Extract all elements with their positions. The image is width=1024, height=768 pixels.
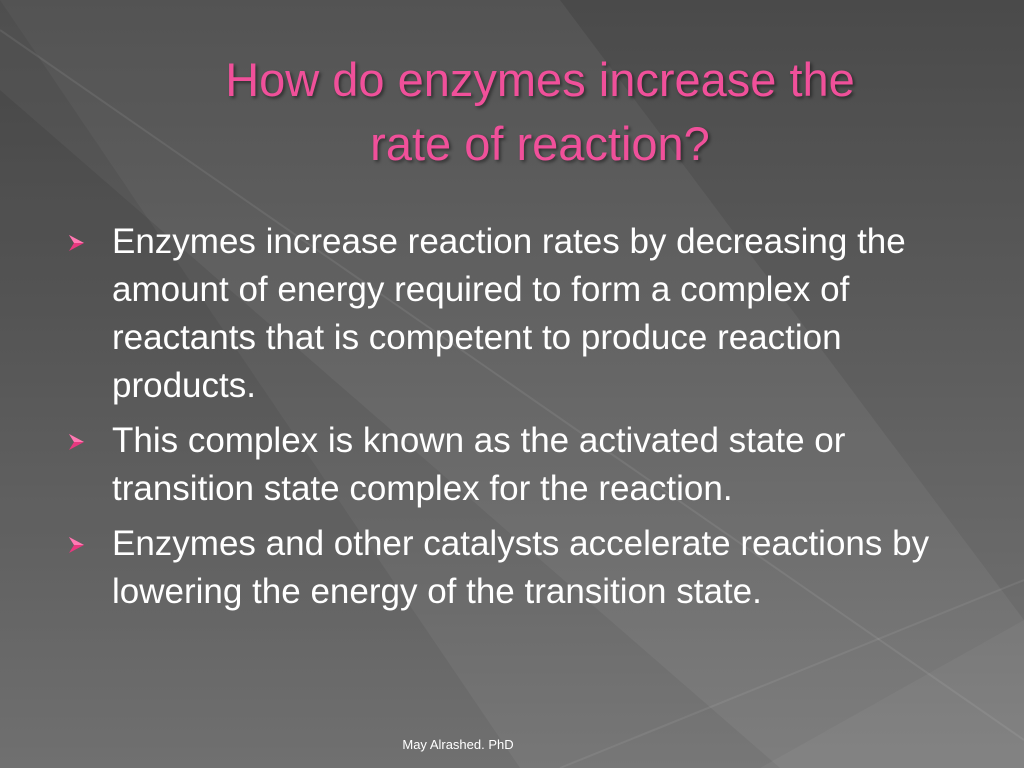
- arrow-bullet-icon: [69, 537, 84, 553]
- arrow-bullet-icon: [69, 434, 84, 450]
- footer-author: May Alrashed. PhD: [402, 737, 514, 752]
- title-line-2: rate of reaction?: [370, 117, 710, 170]
- bullet-text: This complex is known as the activated s…: [112, 421, 846, 508]
- bullet-text: Enzymes increase reaction rates by decre…: [112, 222, 906, 405]
- bullet-item: Enzymes increase reaction rates by decre…: [66, 218, 966, 410]
- bullet-text: Enzymes and other catalysts accelerate r…: [112, 524, 930, 611]
- bullet-item: Enzymes and other catalysts accelerate r…: [66, 520, 966, 616]
- bullet-list: Enzymes increase reaction rates by decre…: [66, 218, 966, 623]
- slide-title: How do enzymes increase the rate of reac…: [100, 48, 980, 176]
- bullet-item: This complex is known as the activated s…: [66, 417, 966, 513]
- arrow-bullet-icon: [69, 235, 84, 251]
- title-line-1: How do enzymes increase the: [225, 53, 855, 106]
